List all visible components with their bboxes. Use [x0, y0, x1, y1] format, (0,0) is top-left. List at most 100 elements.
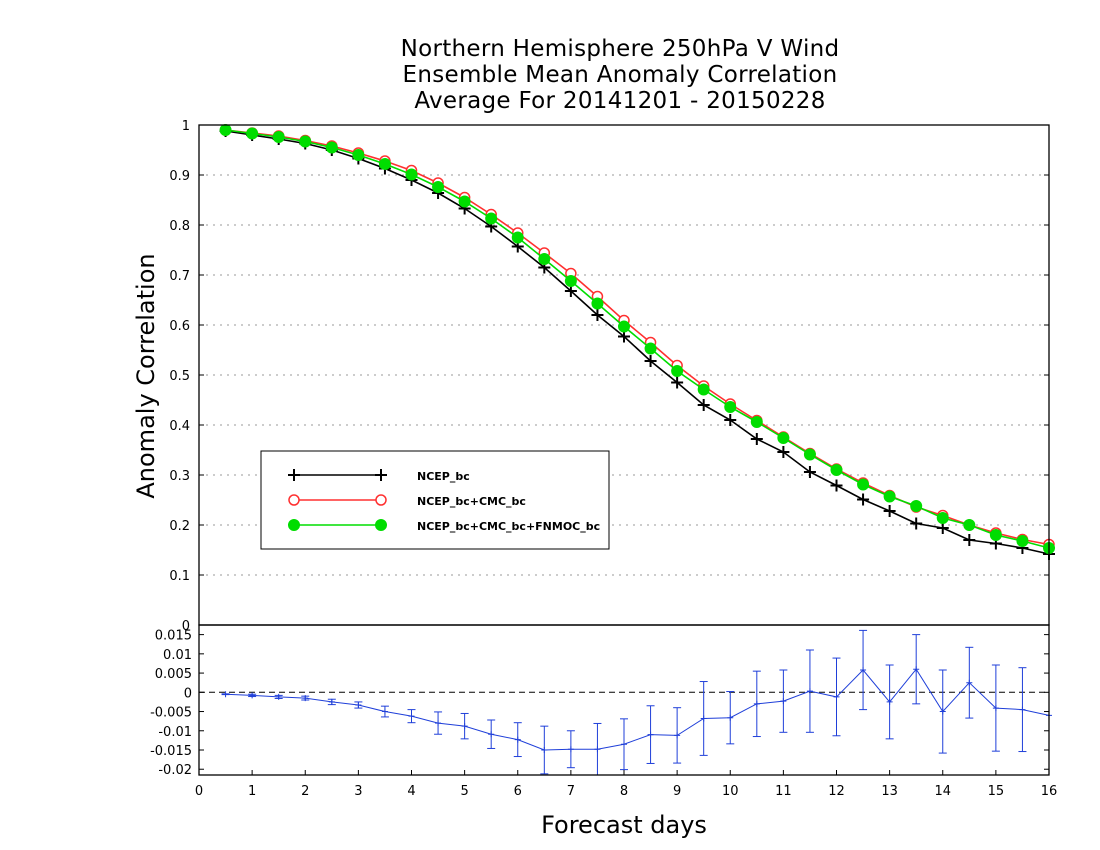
data-point: [966, 679, 973, 686]
x-axis-label: Forecast days: [541, 811, 707, 839]
x-tick-label: 7: [567, 784, 575, 799]
difference-line: [225, 668, 1050, 751]
legend-marker: [375, 494, 387, 506]
chart-title-line-1: Northern Hemisphere 250hPa V Wind: [400, 36, 840, 62]
difference-series: [221, 629, 1052, 776]
data-point: [355, 702, 362, 708]
top-panel: 0 0.1 0.2 0.3 0.4 0.5 0.6 0.7 0.8 0.9 1: [169, 119, 1055, 634]
data-point: [803, 448, 816, 461]
legend-label: NCEP_bc+CMC_bc+FNMOC_bc: [417, 520, 600, 533]
y-tick-label: 0.01: [163, 648, 192, 663]
y-tick-label: 0.005: [155, 667, 192, 682]
x-axis: 0 1 2 3 4 5 6 7 8 9 10 11 12 13 14 15 16: [195, 770, 1057, 799]
data-point: [939, 708, 946, 715]
legend-marker: [288, 494, 300, 506]
data-point: [222, 691, 229, 698]
data-point: [697, 399, 710, 411]
legend: NCEP_bc NCEP_bc+CMC_bc NCEP_bc+CMC_bc+FNMO…: [260, 450, 610, 550]
legend-marker: [375, 469, 387, 481]
data-point: [381, 708, 388, 715]
data-point: [275, 693, 282, 700]
y-tick-label: 0.2: [169, 519, 190, 534]
data-point: [857, 493, 870, 506]
x-tick-label: 14: [934, 784, 951, 799]
y-tick-label: 1: [182, 119, 190, 134]
data-point: [724, 414, 737, 426]
data-point: [485, 212, 498, 225]
data-point: [514, 736, 521, 743]
data-point: [328, 698, 335, 705]
series-line: [225, 130, 1050, 555]
data-point: [963, 519, 976, 531]
data-point: [511, 231, 524, 244]
data-point: [989, 529, 1002, 541]
y-tick-label: 0.5: [169, 369, 190, 384]
data-point: [806, 688, 813, 695]
data-point: [803, 466, 816, 478]
legend-marker: [375, 519, 387, 531]
data-point: [780, 698, 787, 705]
data-point: [724, 401, 737, 413]
y-tick-label: -0.01: [158, 725, 192, 740]
data-point: [246, 127, 259, 140]
y-tick-label: 0.015: [155, 629, 192, 644]
legend-marker: [288, 469, 300, 481]
x-tick-label: 12: [828, 784, 845, 799]
data-point: [830, 464, 843, 476]
data-point: [727, 714, 734, 721]
data-point: [750, 416, 763, 428]
y-tick-label: -0.005: [150, 706, 192, 721]
data-point: [913, 666, 920, 673]
data-point: [405, 168, 418, 181]
data-point: [777, 446, 790, 458]
data-point: [647, 731, 654, 738]
x-tick-label: 11: [775, 784, 792, 799]
data-point: [886, 698, 893, 705]
data-point: [777, 432, 790, 444]
data-point: [408, 713, 415, 720]
x-tick-label: 16: [1041, 784, 1058, 799]
data-point: [299, 135, 312, 148]
x-tick-label: 10: [722, 784, 739, 799]
data-point: [671, 365, 684, 377]
data-point: [249, 692, 256, 699]
data-point: [644, 355, 657, 367]
y-axis-label: Anomaly Correlation: [132, 253, 160, 498]
data-point: [591, 309, 604, 321]
data-point: [621, 741, 627, 748]
data-point: [541, 747, 548, 753]
data-point: [1016, 535, 1029, 547]
data-point: [910, 517, 923, 530]
data-point: [883, 505, 896, 517]
data-point: [272, 131, 285, 143]
data-point: [833, 693, 840, 700]
data-point: [594, 746, 601, 753]
x-tick-label: 2: [301, 784, 309, 799]
data-point: [302, 695, 309, 702]
data-point: [992, 705, 999, 712]
data-point: [753, 700, 760, 707]
legend-label: NCEP_bc: [417, 470, 470, 483]
y-tick-label: 0.4: [169, 419, 190, 434]
x-tick-label: 5: [460, 784, 468, 799]
series-2: [219, 124, 1055, 554]
data-point: [435, 720, 442, 727]
x-tick-label: 4: [407, 784, 415, 799]
data-point: [910, 500, 923, 512]
x-tick-label: 9: [673, 784, 681, 799]
data-point: [461, 723, 468, 730]
x-tick-label: 13: [881, 784, 898, 799]
y-tick-label: -0.02: [158, 763, 192, 778]
y-tick-label: 0.1: [169, 569, 190, 584]
data-point: [432, 181, 445, 193]
y-tick-label: 0: [182, 619, 190, 634]
y-tick-label: 0.6: [169, 319, 190, 334]
data-point: [674, 732, 681, 739]
y-tick-label: 0: [184, 686, 192, 701]
data-point: [671, 376, 684, 389]
data-point: [1019, 706, 1026, 713]
data-point: [644, 342, 657, 355]
y-tick-label: -0.015: [150, 744, 192, 759]
